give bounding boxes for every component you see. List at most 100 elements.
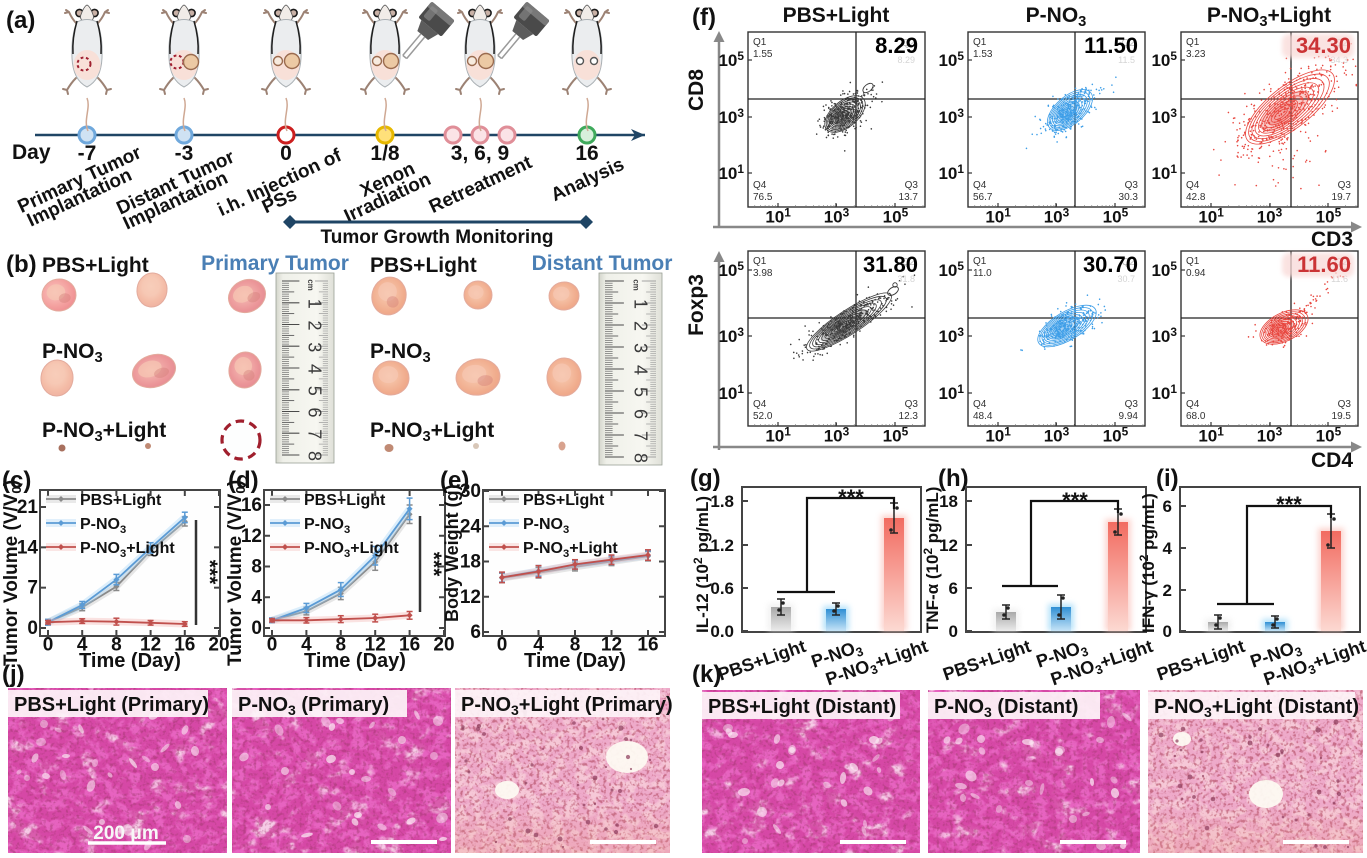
svg-text:3.98: 3.98 [753,268,773,279]
svg-text:(f): (f) [692,4,716,31]
svg-text:8: 8 [111,635,122,656]
svg-text:P-NO3: P-NO3 [1026,4,1087,30]
svg-text:Distant Tumor: Distant Tumor [532,252,673,275]
svg-text:6: 6 [1163,497,1172,516]
svg-text:11.50: 11.50 [1084,33,1138,58]
svg-text:(j): (j) [2,661,25,688]
svg-text:8.29: 8.29 [897,55,915,65]
svg-text:0: 0 [280,142,292,165]
svg-text:PBS+Light: PBS+Light [42,254,149,277]
svg-text:30.70: 30.70 [1083,252,1138,277]
svg-text:1.53: 1.53 [973,49,993,60]
svg-text:P-NO3: P-NO3 [304,516,350,536]
svg-text:Foxp3: Foxp3 [685,274,708,336]
svg-text:1.2: 1.2 [710,536,734,555]
svg-text:16: 16 [399,635,420,656]
svg-text:Q1: Q1 [1186,37,1200,48]
svg-text:0: 0 [43,635,54,656]
svg-text:0: 0 [497,635,508,656]
svg-text:42.8: 42.8 [1186,192,1206,203]
svg-text:Time (Day): Time (Day) [304,650,406,672]
svg-text:-7: -7 [78,142,97,165]
svg-text:14: 14 [17,537,39,558]
svg-text:11.0: 11.0 [973,268,992,279]
svg-text:P-NO3+Light: P-NO3+Light [80,540,175,560]
svg-text:(b): (b) [6,251,37,278]
svg-text:P-NO3+Light: P-NO3+Light [304,540,399,560]
svg-text:PBS+Light: PBS+Light [783,4,890,27]
svg-text:20: 20 [208,635,229,656]
svg-text:P-NO3: P-NO3 [523,516,569,536]
svg-text:8: 8 [251,557,262,578]
svg-text:P-NO3+Light (Distant): P-NO3+Light (Distant) [1154,696,1359,720]
svg-text:24: 24 [460,516,482,537]
svg-text:CD8: CD8 [685,69,708,111]
svg-text:21: 21 [17,497,39,518]
svg-text:3.23: 3.23 [1186,49,1206,60]
svg-text:Q4: Q4 [973,180,987,191]
svg-text:Q3: Q3 [1125,180,1139,191]
svg-text:Q1: Q1 [753,37,767,48]
svg-text:P-NO3+Light: P-NO3+Light [1207,4,1331,30]
svg-text:6: 6 [470,622,481,643]
svg-text:PBS+Light (Primary): PBS+Light (Primary) [14,694,209,716]
svg-text:TNF-α (102 pg/mL): TNF-α (102 pg/mL) [921,487,942,633]
svg-text:P-NO3: P-NO3 [80,516,126,536]
svg-text:0: 0 [267,635,278,656]
svg-text:(i): (i) [1156,465,1179,492]
svg-text:***: *** [198,560,221,585]
svg-text:IL-12 (102 pg/mL): IL-12 (102 pg/mL) [691,496,712,633]
svg-text:Tumor Volume (V/V0): Tumor Volume (V/V0) [1,480,24,666]
svg-text:1/8: 1/8 [370,142,400,165]
svg-text:***: *** [838,485,864,510]
svg-text:P-NO3 (Distant): P-NO3 (Distant) [934,696,1078,720]
svg-text:5: 5 [304,386,324,396]
svg-text:Body Weight (g): Body Weight (g) [442,484,462,622]
svg-text:12.3: 12.3 [899,411,919,422]
svg-text:4: 4 [533,635,544,656]
svg-text:13.7: 13.7 [899,192,919,203]
svg-text:Q3: Q3 [1338,399,1352,410]
svg-text:12: 12 [939,536,958,555]
svg-text:Q2: Q2 [1122,38,1136,49]
svg-text:Day: Day [12,141,51,164]
svg-text:CD4: CD4 [1311,449,1353,472]
svg-text:8: 8 [336,635,347,656]
svg-text:PBS+Light: PBS+Light [80,492,162,509]
svg-text:Q4: Q4 [753,399,767,410]
svg-text:(k): (k) [692,661,721,688]
svg-text:56.7: 56.7 [973,192,993,203]
svg-text:8: 8 [630,453,650,463]
svg-text:8: 8 [570,635,581,656]
svg-text:6: 6 [949,579,958,598]
svg-text:PBS+Light: PBS+Light [370,254,477,277]
svg-text:IFN-γ (102 pg/mL): IFN-γ (102 pg/mL) [1137,493,1158,633]
svg-text:Q3: Q3 [905,399,919,410]
svg-text:18: 18 [460,552,481,573]
svg-text:4: 4 [301,635,312,656]
svg-text:11.60: 11.60 [1297,252,1351,277]
svg-text:12: 12 [460,587,481,608]
svg-text:31.8: 31.8 [897,274,915,284]
svg-text:31.80: 31.80 [863,252,918,277]
svg-text:12: 12 [241,526,262,547]
svg-text:Q3: Q3 [1125,399,1139,410]
svg-text:Tumor Growth Monitoring: Tumor Growth Monitoring [321,227,554,248]
svg-text:16: 16 [575,142,598,165]
svg-text:Q2: Q2 [902,38,916,49]
svg-text:Primary Tumor: Primary Tumor [201,252,349,275]
svg-text:Q2: Q2 [1122,257,1136,268]
svg-text:2: 2 [1163,581,1172,600]
svg-text:Q1: Q1 [1186,256,1200,267]
svg-text:30.7: 30.7 [1117,274,1135,284]
svg-text:Q1: Q1 [973,256,987,267]
svg-text:34.30: 34.30 [1296,33,1351,58]
svg-text:0: 0 [251,618,262,639]
svg-text:7: 7 [630,431,650,441]
svg-text:2: 2 [630,321,650,331]
svg-text:Time (Day): Time (Day) [79,650,181,672]
svg-text:Q4: Q4 [1186,180,1200,191]
svg-text:4: 4 [1163,539,1173,558]
svg-text:***: *** [1276,492,1302,517]
svg-text:PBS+Light: PBS+Light [523,492,605,509]
